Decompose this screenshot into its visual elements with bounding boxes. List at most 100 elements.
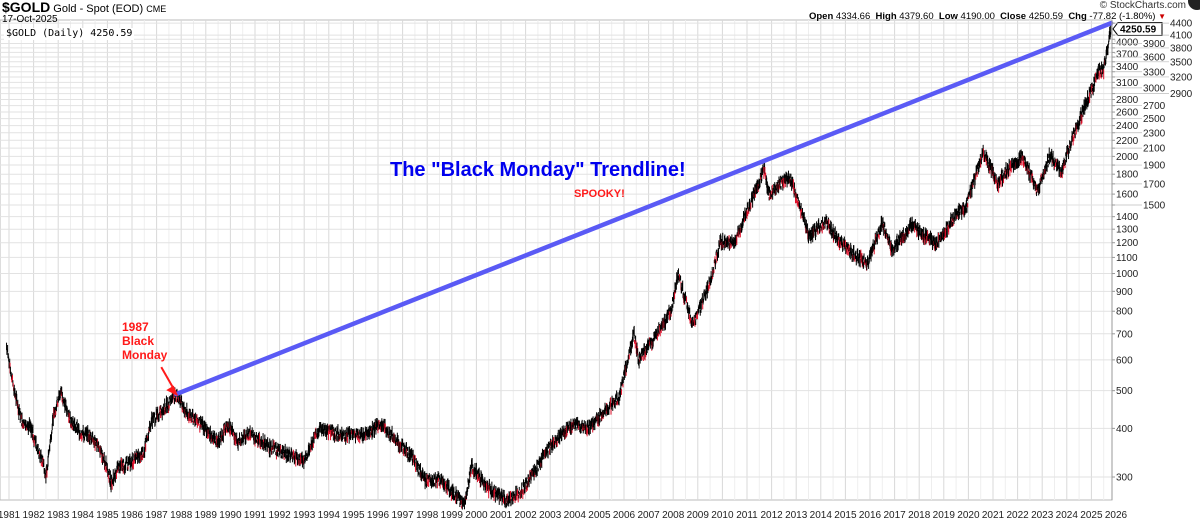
ohlc-readout: Open 4334.66 High 4379.60 Low 4190.00 Cl… — [809, 11, 1166, 22]
high-value: 4379.60 — [899, 11, 934, 22]
exchange: CME — [146, 4, 167, 14]
x-tick-label: 2022 — [1006, 510, 1029, 521]
last-value-label: 4250.59 — [1120, 24, 1157, 35]
x-tick-label: 1981 — [0, 510, 21, 521]
arrow-shaft — [160, 366, 175, 389]
y-tick-label: 3800 — [1170, 43, 1193, 54]
y-tick-label: 3900 — [1143, 39, 1166, 50]
annotation-line: Black — [122, 334, 155, 348]
legend-text: $GOLD (Daily) 4250.59 — [6, 28, 133, 39]
close-label: Close — [1000, 11, 1027, 22]
y-tick-label: 1800 — [1116, 170, 1139, 181]
x-tick-label: 2004 — [564, 510, 587, 521]
x-tick-label: 2001 — [490, 510, 513, 521]
chart-subtitle: SPOOKY! — [574, 188, 625, 200]
price-series — [6, 24, 1112, 510]
y-tick-label: 4000 — [1116, 37, 1139, 48]
x-tick-label: 2023 — [1031, 510, 1054, 521]
y-tick-label: 2800 — [1116, 95, 1139, 106]
x-tick-label: 1983 — [47, 510, 70, 521]
x-tick-label: 2021 — [982, 510, 1005, 521]
y-tick-label: 2700 — [1143, 101, 1166, 112]
x-tick-label: 1985 — [96, 510, 119, 521]
chart-title: The "Black Monday" Trendline! — [390, 159, 686, 181]
open-label: Open — [808, 11, 834, 22]
y-tick-label: 900 — [1116, 287, 1133, 298]
x-tick-label: 2019 — [933, 510, 956, 521]
y-tick-label: 2100 — [1143, 144, 1166, 155]
y-tick-label: 3700 — [1116, 49, 1139, 60]
chart-header: $GOLD Gold - Spot (EOD) CME — [2, 0, 167, 15]
x-tick-label: 1988 — [170, 510, 193, 521]
x-tick-label: 2018 — [908, 510, 931, 521]
copyright: © StockCharts.com — [1099, 0, 1186, 11]
y-tick-label: 3100 — [1116, 78, 1139, 89]
x-tick-label: 1987 — [145, 510, 168, 521]
y-tick-label: 1600 — [1116, 190, 1139, 201]
low-value: 4190.00 — [960, 11, 995, 22]
x-tick-label: 2026 — [1105, 510, 1128, 521]
x-tick-label: 1996 — [367, 510, 390, 521]
symbol-name: Gold - Spot (EOD) — [53, 3, 144, 15]
x-tick-label: 2005 — [588, 510, 611, 521]
x-tick-label: 2017 — [883, 510, 906, 521]
y-tick-label: 1100 — [1116, 253, 1138, 264]
x-tick-label: 2024 — [1056, 510, 1079, 521]
y-tick-label: 300 — [1116, 473, 1133, 484]
x-tick-label: 2015 — [834, 510, 857, 521]
x-tick-label: 1992 — [268, 510, 291, 521]
x-tick-label: 2003 — [539, 510, 562, 521]
y-tick-label: 2900 — [1170, 89, 1193, 100]
y-tick-label: 3000 — [1143, 83, 1166, 94]
x-tick-label: 1982 — [22, 510, 45, 521]
y-tick-label: 2200 — [1116, 136, 1139, 147]
y-tick-label: 2500 — [1143, 114, 1166, 125]
x-tick-label: 1999 — [441, 510, 464, 521]
y-tick-label: 500 — [1116, 386, 1133, 397]
y-tick-label: 4400 — [1170, 19, 1193, 30]
x-tick-label: 2025 — [1080, 510, 1103, 521]
arrow-head — [166, 385, 179, 397]
x-tick-label: 2013 — [785, 510, 808, 521]
annotation-line: 1987 — [122, 320, 149, 334]
y-tick-label: 4100 — [1170, 31, 1193, 42]
y-tick-label: 2300 — [1143, 128, 1166, 139]
y-tick-label: 400 — [1116, 424, 1133, 435]
x-tick-label: 2012 — [760, 510, 783, 521]
change-value: -77.82 (-1.80%) — [1089, 11, 1156, 22]
x-tick-label: 1990 — [219, 510, 242, 521]
y-tick-label: 1400 — [1116, 212, 1139, 223]
y-tick-label: 800 — [1116, 307, 1133, 318]
x-tick-label: 1995 — [342, 510, 365, 521]
y-tick-label: 1500 — [1143, 201, 1166, 212]
y-tick-label: 600 — [1116, 355, 1133, 366]
y-tick-label: 700 — [1116, 329, 1133, 340]
x-tick-label: 1997 — [391, 510, 414, 521]
x-tick-label: 2006 — [613, 510, 636, 521]
x-tick-label: 2016 — [859, 510, 882, 521]
stockcharts-logo-icon — [1188, 0, 1200, 10]
x-tick-label: 2010 — [711, 510, 734, 521]
down-triangle-icon: ▼ — [1158, 12, 1166, 21]
y-tick-label: 1000 — [1116, 269, 1139, 280]
x-tick-label: 2009 — [687, 510, 710, 521]
change-label: Chg — [1068, 11, 1087, 22]
x-tick-label: 2007 — [637, 510, 660, 521]
x-tick-label: 2008 — [662, 510, 685, 521]
y-tick-label: 3600 — [1143, 53, 1166, 64]
y-tick-label: 2600 — [1116, 108, 1139, 119]
annotation-arrow-icon — [160, 366, 179, 397]
y-tick-label: 2000 — [1116, 152, 1139, 163]
y-tick-label: 3200 — [1170, 72, 1193, 83]
high-label: High — [875, 11, 897, 22]
x-tick-label: 2011 — [736, 510, 758, 521]
trendline — [174, 20, 1114, 397]
y-tick-label: 1700 — [1143, 179, 1166, 190]
chart-date: 17-Oct-2025 — [2, 14, 58, 25]
y-tick-label: 3500 — [1170, 57, 1193, 68]
y-tick-label: 1200 — [1116, 238, 1139, 249]
x-tick-label: 1994 — [318, 510, 341, 521]
open-value: 4334.66 — [835, 11, 871, 22]
